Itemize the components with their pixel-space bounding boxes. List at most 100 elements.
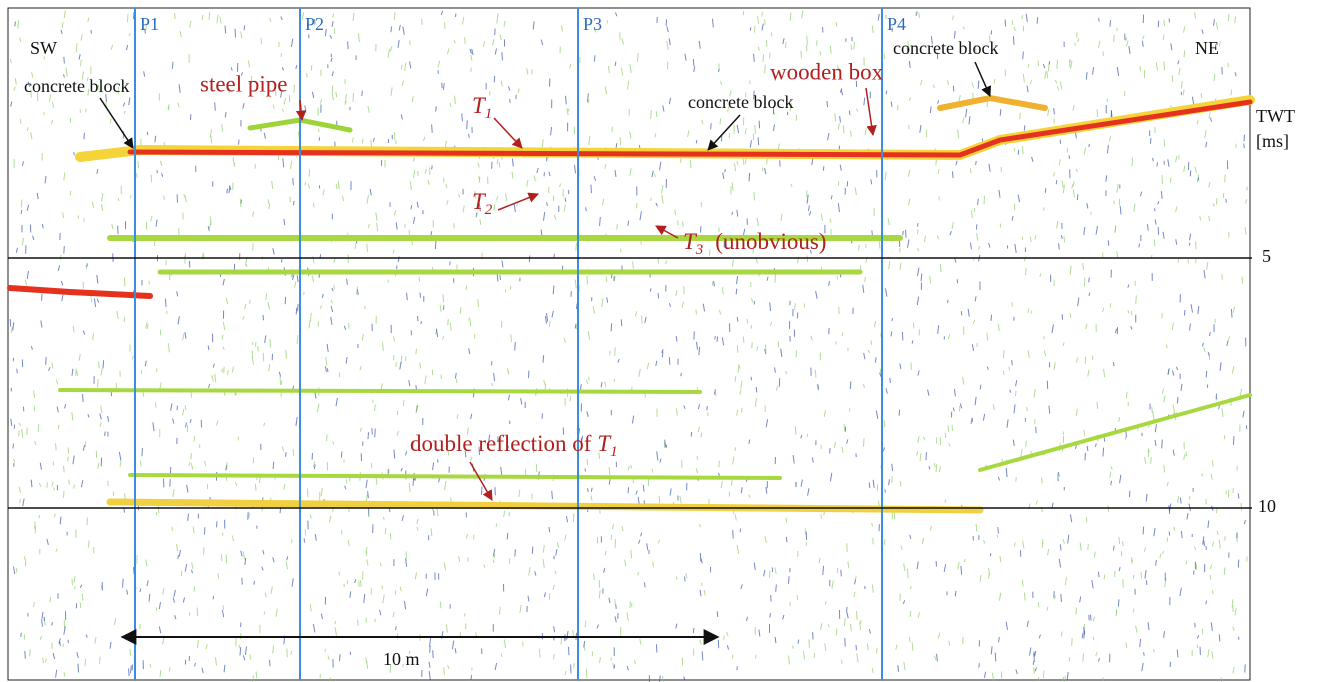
noise-speck [278,371,282,377]
noise-speck [665,260,668,265]
noise-speck [307,183,310,189]
noise-speck [871,584,874,593]
noise-speck [367,106,370,113]
noise-speck [1023,125,1026,131]
noise-speck [63,672,66,677]
noise-speck [444,140,447,148]
noise-speck [1068,60,1071,68]
noise-speck [1012,439,1015,447]
noise-speck [727,106,730,112]
noise-speck [792,645,794,649]
noise-speck [1058,243,1060,250]
axis-title: TWT [1256,106,1295,126]
noise-speck [1053,172,1056,177]
noise-speck [453,39,456,44]
marker-label: P3 [583,14,602,34]
noise-speck [69,190,72,196]
noise-speck [1013,542,1016,547]
noise-speck [552,285,555,295]
noise-speck [331,92,334,101]
noise-speck [232,157,235,165]
noise-speck [42,657,45,664]
noise-speck [543,592,546,598]
noise-speck [696,341,698,350]
noise-speck [1157,200,1160,205]
noise-speck [384,527,387,535]
noise-speck [320,488,323,497]
noise-speck [947,299,949,304]
noise-speck [746,616,748,622]
noise-speck [290,650,293,655]
noise-speck [73,151,75,156]
marker-label: P4 [887,14,906,34]
noise-speck [988,163,991,172]
noise-speck [205,644,208,650]
noise-speck [1175,156,1178,163]
noise-speck [740,380,743,389]
noise-speck [884,489,886,493]
noise-speck [178,84,181,93]
noise-speck [627,80,630,90]
noise-speck [826,101,829,108]
noise-speck [637,571,640,576]
noise-speck [1171,322,1174,331]
noise-speck [1177,495,1180,504]
noise-speck [693,66,696,73]
noise-speck [65,67,68,77]
noise-speck [38,482,42,487]
noise-speck [1113,545,1115,551]
noise-speck [54,443,57,451]
noise-speck [706,406,708,411]
noise-speck [564,197,567,202]
noise-speck [903,563,906,572]
noise-speck [317,128,320,132]
noise-speck [1006,419,1009,428]
noise-speck [290,160,293,170]
noise-speck [477,299,480,308]
noise-speck [829,218,832,223]
noise-speck [663,442,666,449]
noise-speck [237,436,240,441]
noise-speck [498,606,501,615]
noise-speck [837,65,840,71]
noise-speck [221,368,223,373]
noise-speck [756,217,759,227]
noise-speck [806,433,809,438]
annotation: wooden box [770,59,884,84]
noise-speck [1203,269,1206,279]
noise-speck [477,162,480,168]
noise-speck [563,204,566,212]
noise-speck [774,567,777,574]
noise-speck [906,48,909,54]
noise-speck [815,290,818,299]
noise-speck [1102,677,1105,682]
noise-speck [264,335,267,344]
noise-speck [27,81,31,87]
noise-speck [17,19,20,29]
noise-speck [68,479,70,485]
noise-speck [395,222,398,230]
noise-speck [1074,132,1077,139]
noise-speck [991,672,995,682]
noise-speck [1143,547,1147,553]
noise-speck [1139,65,1141,72]
noise-speck [1135,295,1137,304]
noise-speck [614,169,617,178]
noise-speck [295,65,298,70]
noise-speck [53,487,56,491]
noise-speck [331,21,334,27]
noise-speck [920,79,923,86]
noise-speck [1172,449,1175,456]
noise-speck [719,118,722,125]
noise-speck [1011,360,1013,366]
noise-speck [614,616,617,623]
noise-speck [548,171,551,177]
noise-speck [264,592,267,598]
noise-speck [610,657,612,661]
noise-speck [1210,473,1213,480]
noise-speck [702,303,706,312]
noise-speck [839,115,841,123]
noise-speck [687,130,690,138]
noise-speck [51,622,53,626]
noise-speck [736,275,739,285]
